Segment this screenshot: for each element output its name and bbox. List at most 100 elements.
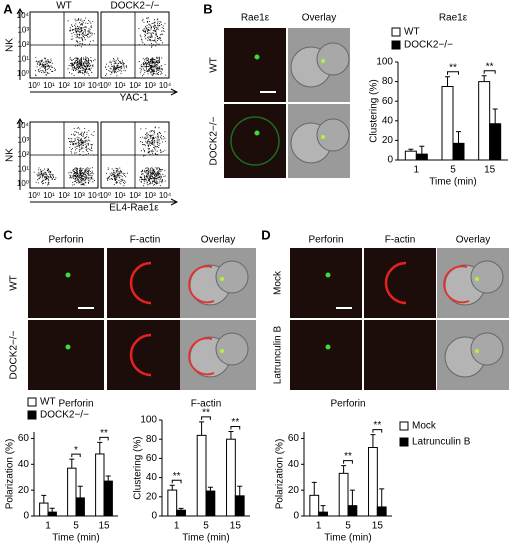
bar — [452, 142, 465, 161]
error-bar — [379, 488, 385, 507]
bar — [309, 494, 320, 517]
bar — [404, 150, 417, 161]
legend-swatch — [27, 410, 37, 420]
row-label: Latrunculin B — [273, 325, 284, 384]
cell — [470, 332, 504, 366]
column-label: Overlay — [456, 235, 490, 246]
bar — [376, 506, 387, 517]
legend-label: Latrunculin B — [412, 437, 471, 448]
x-axis-label: Time (min) — [429, 177, 476, 188]
micrograph — [290, 248, 362, 318]
error-bar — [341, 465, 347, 474]
significance-bracket — [343, 460, 353, 464]
x-tick-label: 10² — [129, 191, 141, 200]
y-tick-label: 100 — [376, 57, 393, 68]
spot — [220, 349, 224, 353]
micrograph — [28, 248, 104, 318]
y-tick-label: 10³ — [17, 26, 29, 35]
bar — [176, 509, 186, 517]
y-tick-label: 10² — [17, 40, 29, 49]
actin-ring — [384, 261, 407, 305]
y-axis-label: Polarization (%) — [5, 439, 16, 510]
y-axis-label: Clustering (%) — [133, 436, 144, 499]
bar — [441, 86, 454, 161]
micrograph — [364, 320, 436, 390]
column-label: Perforin — [308, 235, 343, 246]
chart-title: Perforin — [58, 399, 93, 410]
chart-title: F-actin — [191, 399, 222, 410]
error-bar — [408, 148, 414, 152]
x-tick-label: 10¹ — [43, 191, 55, 200]
y-tick-label: 60 — [146, 453, 158, 464]
significance-bracket — [483, 70, 496, 74]
legend-swatch — [27, 397, 37, 407]
x-axis-label: YAC-1 — [120, 93, 149, 104]
y-axis-label: NK — [5, 38, 16, 52]
bar — [205, 490, 216, 517]
column-label: DOCK2−/− — [111, 1, 160, 12]
bar — [47, 511, 57, 517]
error-bar — [105, 475, 111, 482]
significance-label: ** — [202, 408, 210, 419]
x-tick-label: 10⁰ — [28, 191, 40, 200]
micrograph — [364, 248, 436, 318]
x-tick-label: 10³ — [144, 191, 156, 200]
legend-swatch — [391, 40, 401, 50]
y-tick-label: 0 — [387, 155, 393, 166]
legend-label: Mock — [412, 421, 437, 432]
row-label: WT — [209, 57, 220, 73]
x-tick-label: 10⁴ — [159, 191, 172, 200]
legend-label: DOCK2−/− — [404, 40, 453, 51]
scatter-dots — [105, 17, 167, 77]
error-bar — [77, 485, 83, 498]
error-bar — [69, 458, 75, 469]
x-tick-label: 10¹ — [114, 81, 126, 90]
x-axis-label: Time (min) — [52, 533, 99, 544]
y-tick-label: 80 — [146, 434, 158, 445]
spot — [220, 277, 224, 281]
y-tick-label: 20 — [288, 485, 300, 496]
y-tick-label: 10² — [17, 150, 29, 159]
y-tick-label: 40 — [288, 459, 300, 470]
x-axis-label: EL4-Rae1ε — [109, 203, 159, 214]
error-bar — [349, 489, 355, 506]
chart-title: Perforin — [330, 399, 365, 410]
panel-label: D — [261, 227, 270, 242]
column-label: F-actin — [130, 235, 161, 246]
bar — [39, 502, 49, 517]
x-tick-label: 10⁴ — [159, 81, 172, 90]
spot — [475, 277, 479, 281]
legend-label: DOCK2−/− — [40, 410, 89, 421]
x-tick-label: 10³ — [144, 81, 156, 90]
significance-bracket — [71, 453, 81, 458]
y-tick-label: 10⁰ — [17, 69, 29, 78]
y-tick-label: 40 — [382, 115, 394, 126]
micrograph — [224, 104, 286, 178]
y-tick-label: 20 — [146, 491, 158, 502]
quadrant-value: 30.2 — [145, 167, 161, 176]
bar — [75, 497, 85, 517]
y-axis-label: Polarization (%) — [275, 439, 286, 510]
significance-bracket — [99, 436, 109, 441]
x-tick-label: 10¹ — [114, 191, 126, 200]
y-tick-label: 10¹ — [17, 55, 29, 64]
y-tick-label: 10³ — [17, 136, 29, 145]
membrane — [230, 116, 280, 166]
spot — [325, 272, 331, 278]
cell — [215, 260, 249, 294]
legend-swatch — [391, 27, 401, 37]
scatter-dots — [33, 127, 95, 186]
actin-ring — [129, 333, 152, 377]
column-label: Overlay — [302, 13, 336, 24]
x-tick-label: 10⁰ — [99, 81, 111, 90]
spot — [321, 59, 325, 63]
micrograph — [28, 320, 104, 390]
y-tick-label: 0 — [151, 511, 157, 522]
significance-label: ** — [486, 61, 494, 72]
x-tick-label: 5 — [345, 521, 351, 532]
y-tick-label: 40 — [18, 459, 30, 470]
x-tick-label: 5 — [73, 521, 79, 532]
axis-arrow — [30, 88, 179, 96]
micrograph — [107, 248, 183, 318]
quadrant-value: 31.6 — [74, 167, 90, 176]
